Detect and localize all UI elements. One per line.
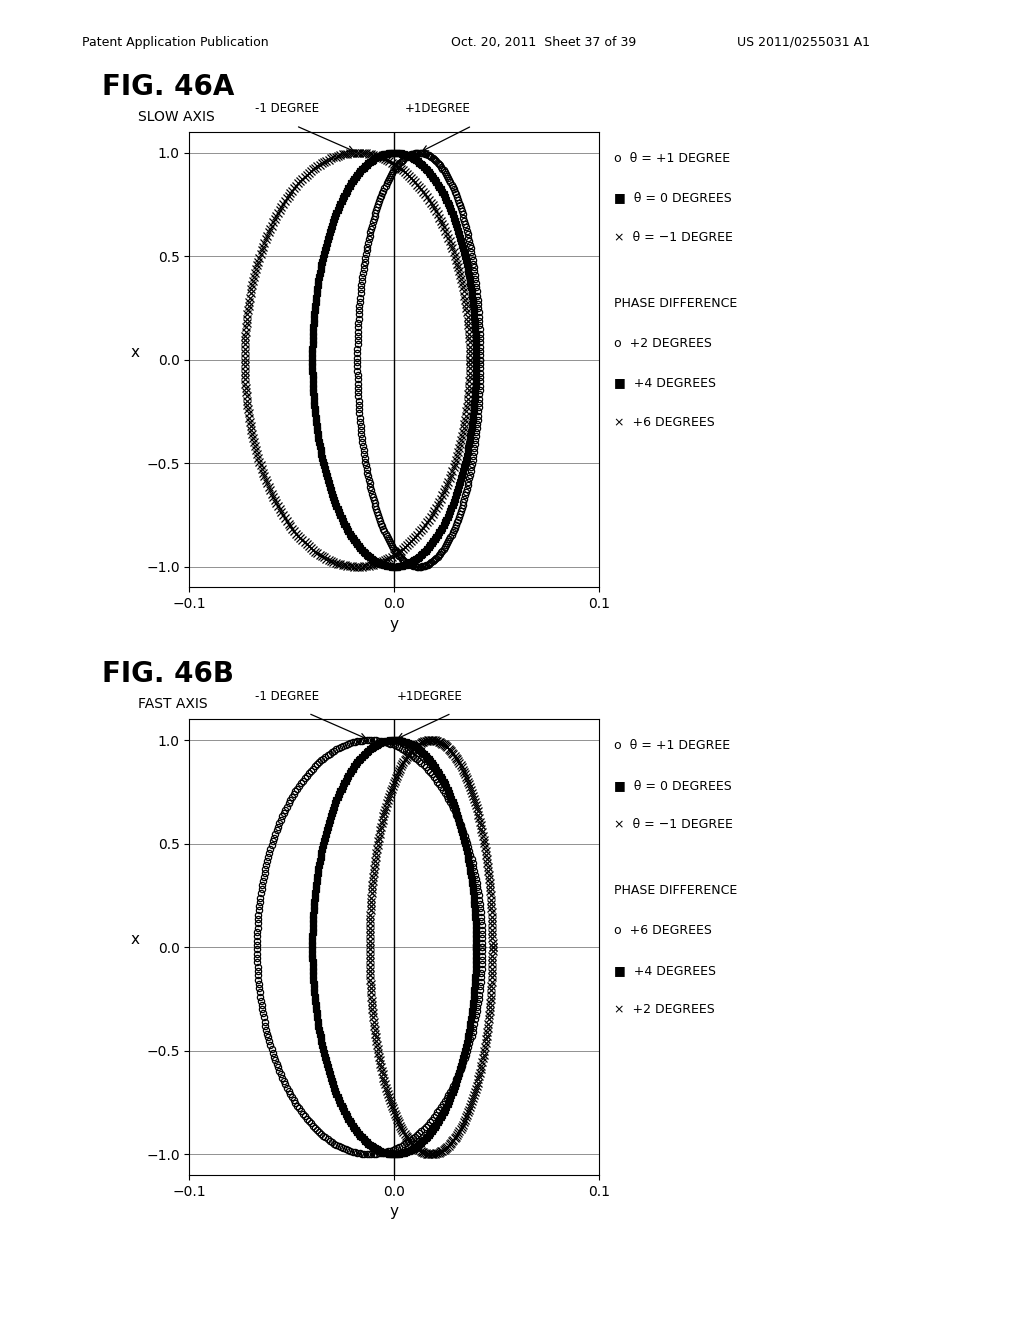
Text: FAST AXIS: FAST AXIS (138, 697, 208, 711)
Text: o  +2 DEGREES: o +2 DEGREES (614, 337, 713, 350)
Y-axis label: x: x (130, 345, 139, 360)
Text: FIG. 46B: FIG. 46B (102, 660, 234, 688)
Text: -1 DEGREE: -1 DEGREE (255, 690, 319, 702)
Text: ×  θ = −1 DEGREE: × θ = −1 DEGREE (614, 818, 733, 832)
Text: o  θ = +1 DEGREE: o θ = +1 DEGREE (614, 152, 730, 165)
Text: Oct. 20, 2011  Sheet 37 of 39: Oct. 20, 2011 Sheet 37 of 39 (451, 36, 636, 49)
Text: ■  +4 DEGREES: ■ +4 DEGREES (614, 964, 717, 977)
X-axis label: y: y (390, 616, 398, 632)
Text: ×  +2 DEGREES: × +2 DEGREES (614, 1003, 715, 1016)
X-axis label: y: y (390, 1204, 398, 1220)
Text: ×  θ = −1 DEGREE: × θ = −1 DEGREE (614, 231, 733, 244)
Text: o  +6 DEGREES: o +6 DEGREES (614, 924, 713, 937)
Text: PHASE DIFFERENCE: PHASE DIFFERENCE (614, 884, 737, 898)
Text: ×  +6 DEGREES: × +6 DEGREES (614, 416, 715, 429)
Text: FIG. 46A: FIG. 46A (102, 73, 234, 100)
Text: o  θ = +1 DEGREE: o θ = +1 DEGREE (614, 739, 730, 752)
Text: +1DEGREE: +1DEGREE (404, 103, 470, 115)
Text: ■  θ = 0 DEGREES: ■ θ = 0 DEGREES (614, 779, 732, 792)
Text: PHASE DIFFERENCE: PHASE DIFFERENCE (614, 297, 737, 310)
Text: ■  θ = 0 DEGREES: ■ θ = 0 DEGREES (614, 191, 732, 205)
Text: Patent Application Publication: Patent Application Publication (82, 36, 268, 49)
Text: US 2011/0255031 A1: US 2011/0255031 A1 (737, 36, 870, 49)
Text: -1 DEGREE: -1 DEGREE (255, 103, 319, 115)
Y-axis label: x: x (130, 932, 139, 948)
Text: SLOW AXIS: SLOW AXIS (138, 110, 215, 124)
Text: ■  +4 DEGREES: ■ +4 DEGREES (614, 376, 717, 389)
Text: +1DEGREE: +1DEGREE (396, 690, 462, 702)
